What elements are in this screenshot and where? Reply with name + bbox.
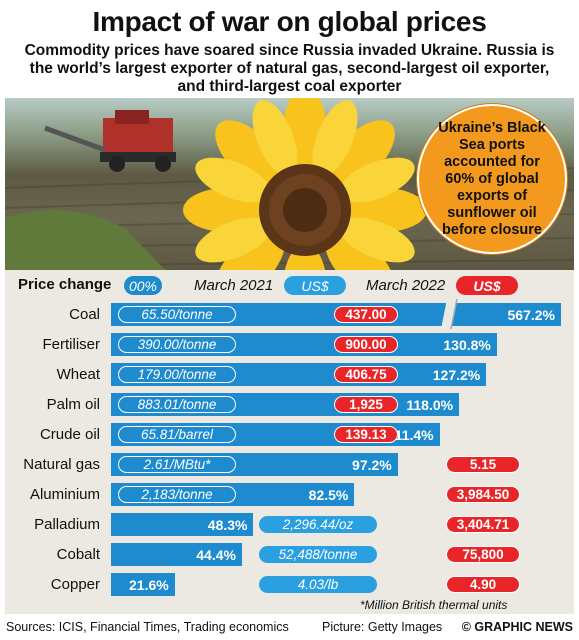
march-2021-value: 179.00/tonne <box>118 366 236 383</box>
percent-change-label: 44.4% <box>196 547 236 563</box>
percent-change-label: 567.2% <box>507 307 555 323</box>
march-2021-value: 2,296.44/oz <box>259 516 377 533</box>
march-2021-value: 390.00/tonne <box>118 336 236 353</box>
category-label: Crude oil <box>39 426 100 443</box>
percent-change-label: 21.6% <box>129 577 169 593</box>
march-2021-value: 65.50/tonne <box>118 306 236 323</box>
graphic-news-credit: © GRAPHIC NEWS <box>461 620 573 634</box>
percent-change-label: 82.5% <box>308 487 349 503</box>
category-label: Cobalt <box>56 546 100 563</box>
chart-subtitle: Commodity prices have soared since Russi… <box>24 42 555 95</box>
march-2022-value: 4.90 <box>446 576 520 593</box>
bar <box>111 513 254 536</box>
percent-change-label: 97.2% <box>352 457 392 473</box>
percent-legend-pill: 00% <box>124 276 162 295</box>
march-2022-label: March 2022 <box>366 277 446 294</box>
picture-credit: Picture: Getty Images <box>322 620 443 634</box>
category-label: Coal <box>69 306 100 323</box>
march-2022-value: 75,800 <box>446 546 520 563</box>
footnote: *Million British thermal units <box>360 598 508 612</box>
price-change-label: Price change <box>18 276 112 293</box>
march-2022-value: 3,984.50 <box>446 486 520 503</box>
march-2021-value: 2.61/MBtu* <box>118 456 236 473</box>
percent-change-label: 48.3% <box>207 517 248 533</box>
category-label: Wheat <box>56 366 100 383</box>
sources-text: Sources: ICIS, Financial Times, Trading … <box>6 620 289 634</box>
march-2022-value: 139.13 <box>334 426 398 443</box>
category-label: Copper <box>50 576 100 593</box>
chart-title: Impact of war on global prices <box>92 6 487 37</box>
percent-change-label: 111.4% <box>387 427 434 443</box>
march-2021-value: 65.81/barrel <box>118 426 236 443</box>
bar <box>111 543 242 566</box>
march-2022-value: 900.00 <box>334 336 398 353</box>
sunflower-oil-callout: Ukraine’s Black Sea ports accounted for … <box>417 104 567 254</box>
march-2022-value: 1,925 <box>334 396 398 413</box>
percent-change-label: 118.0% <box>406 397 454 413</box>
category-label: Fertiliser <box>42 336 100 353</box>
march-2022-value: 5.15 <box>446 456 520 473</box>
harvester-icon <box>44 110 176 172</box>
march-2021-label: March 2021 <box>194 277 274 294</box>
march-2021-value: 4.03/lb <box>259 576 377 593</box>
percent-change-label: 127.2% <box>432 367 481 383</box>
percent-change-label: 130.8% <box>443 337 491 353</box>
callout-text: Ukraine’s Black Sea ports accounted for … <box>438 119 546 238</box>
march-2022-value: 406.75 <box>334 366 398 383</box>
category-label: Natural gas <box>23 456 100 473</box>
category-label: Palladium <box>34 516 100 533</box>
sunflower-icon <box>183 98 427 270</box>
march-2021-legend-pill: US$ <box>284 276 346 295</box>
category-label: Aluminium <box>29 486 100 503</box>
march-2022-value: 3,404.71 <box>446 516 520 533</box>
category-label: Palm oil <box>46 396 100 413</box>
photo-illustration <box>5 98 574 270</box>
footer: Sources: ICIS, Financial Times, Trading … <box>0 615 579 640</box>
march-2021-value: 52,488/tonne <box>259 546 377 563</box>
axis-break-icon <box>441 299 458 329</box>
march-2022-legend-pill: US$ <box>456 276 518 295</box>
march-2022-value: 437.00 <box>334 306 398 323</box>
march-2021-value: 883.01/tonne <box>118 396 236 413</box>
march-2021-value: 2,183/tonne <box>118 486 236 503</box>
bar <box>111 573 175 596</box>
